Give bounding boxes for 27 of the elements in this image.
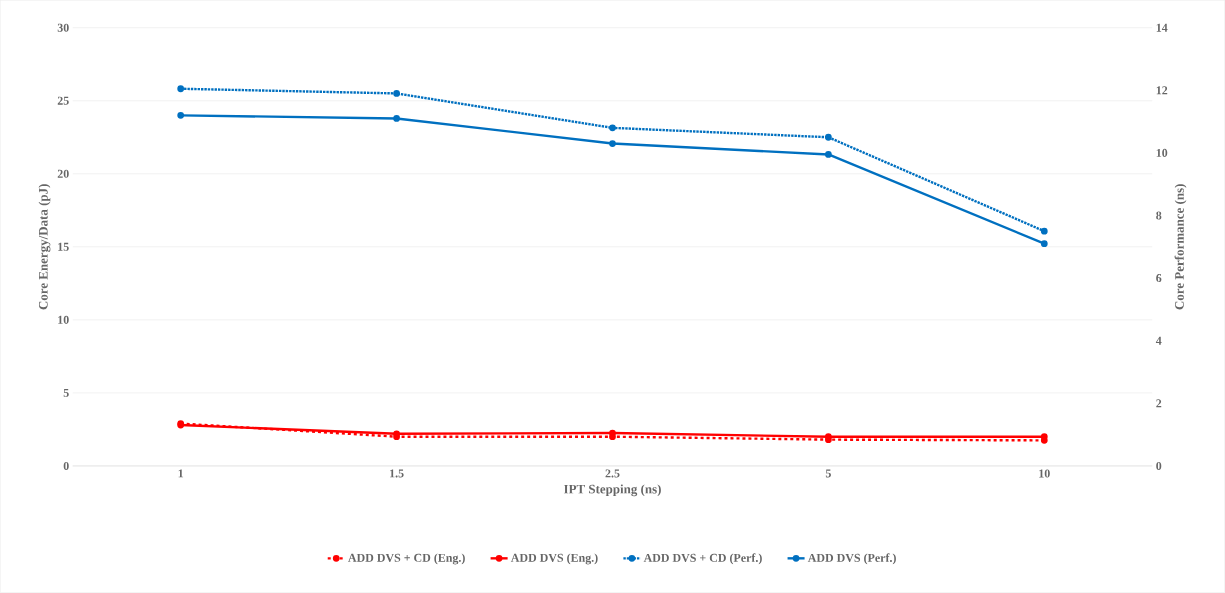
y2-tick-label: 0 [1156, 462, 1162, 471]
x-tick-label: 1.5 [390, 469, 404, 478]
legend-label: ADD DVS + CD (Perf.) [643, 553, 762, 565]
x-tick-label: 1 [178, 469, 184, 478]
x-tick-label: 5 [825, 469, 831, 478]
y-tick-label: 15 [58, 242, 69, 251]
y-axis-title: Core Energy/Data (pJ) [38, 184, 51, 310]
y-tick-label: 10 [58, 315, 69, 325]
y-tick-label: 0 [63, 462, 69, 471]
legend-label: ADD DVS (Perf.) [807, 553, 896, 565]
y2-tick-label: 12 [1156, 86, 1168, 95]
y-tick-label: 5 [63, 389, 69, 398]
y2-tick-label: 8 [1156, 211, 1162, 220]
y2-tick-label: 14 [1156, 23, 1168, 32]
legend-label: ADD DVS (Eng.) [510, 553, 598, 565]
x-axis-title: IPT Stepping (ns) [563, 484, 661, 497]
y-tick-label: 25 [57, 96, 69, 105]
y-tick-label: 20 [57, 169, 69, 178]
y2-tick-label: 2 [1156, 399, 1162, 408]
y2-tick-label: 4 [1155, 336, 1162, 345]
y2-tick-label: 6 [1156, 274, 1162, 283]
x-tick-label: 10 [1039, 469, 1050, 478]
y-tick-label: 30 [57, 23, 69, 32]
y2-axis-title: Core Performance (ns) [1174, 184, 1187, 310]
x-tick-label: 2.5 [605, 469, 620, 478]
legend-label: ADD DVS + CD (Eng.) [348, 553, 465, 565]
y2-tick-label: 10 [1156, 149, 1168, 158]
